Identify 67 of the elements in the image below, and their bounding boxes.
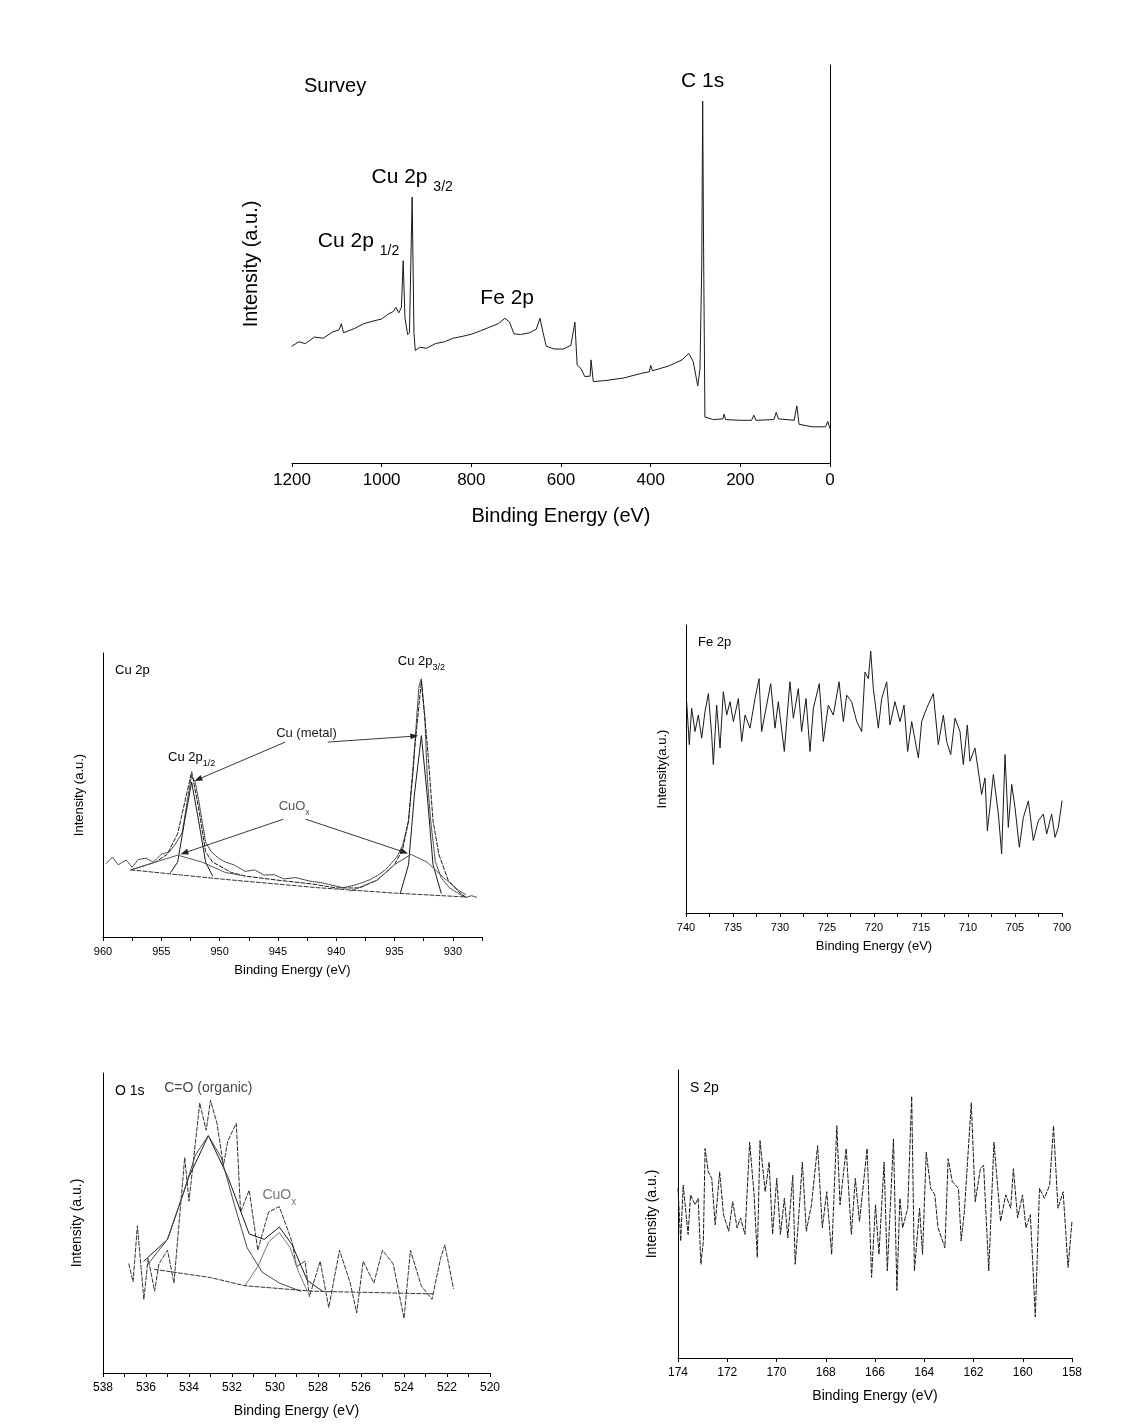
x-tick-label: 170 xyxy=(766,1365,787,1379)
y-axis-title: Intensity (a.u.) xyxy=(643,1169,659,1259)
annotation: Fe 2p xyxy=(480,285,535,309)
x-tick-label: 538 xyxy=(92,1380,114,1394)
x-tick-label: 700 xyxy=(1052,920,1072,933)
x-tick-label: 200 xyxy=(726,470,755,489)
x-tick-label: 536 xyxy=(135,1380,157,1394)
x-tick-label: 526 xyxy=(350,1380,372,1394)
x-tick-label: 730 xyxy=(770,920,790,933)
x-tick-label: 715 xyxy=(911,920,931,933)
chart-title: Cu 2p xyxy=(115,662,150,677)
x-tick-label: 950 xyxy=(210,944,229,957)
annotation: Cu 2p$_{1/2}$ xyxy=(168,749,216,769)
x-tick-label: 168 xyxy=(815,1365,837,1379)
x-tick-label: 740 xyxy=(676,920,696,933)
x-tick-label: 705 xyxy=(1005,920,1025,933)
y-axis-title: Intensity (a.u.) xyxy=(71,753,86,837)
x-tick-label: 600 xyxy=(546,470,576,489)
x-tick-label: 172 xyxy=(717,1365,738,1379)
x-tick-label: 524 xyxy=(393,1380,415,1394)
y-axis-title: Intensity (a.u.) xyxy=(68,1178,84,1268)
x-tick-label: 800 xyxy=(457,470,486,489)
chart-title: Fe 2p xyxy=(698,634,732,649)
x-tick-label: 930 xyxy=(443,944,463,957)
x-tick-label: 960 xyxy=(93,944,113,957)
x-tick-label: 1200 xyxy=(273,470,311,489)
x-tick-label: 528 xyxy=(307,1380,329,1394)
x-tick-label: 164 xyxy=(914,1365,935,1379)
x-tick-label: 400 xyxy=(636,470,665,489)
x-tick-label: 160 xyxy=(1012,1365,1034,1379)
x-tick-label: 532 xyxy=(221,1380,243,1394)
x-axis-title: Binding Energy (eV) xyxy=(234,962,351,977)
x-axis-title: Binding Energy (eV) xyxy=(815,938,933,953)
x-tick-label: 522 xyxy=(436,1380,458,1394)
chart-title: S 2p xyxy=(690,1079,720,1095)
x-tick-label: 166 xyxy=(864,1365,886,1379)
text: Cu (metal) xyxy=(276,725,337,741)
x-tick-label: 530 xyxy=(264,1380,286,1394)
annotation: Cu 2p $_{3/2}$ xyxy=(371,164,454,195)
annotation: Cu 2p$_{3/2}$ xyxy=(397,652,445,672)
x-tick-label: 162 xyxy=(963,1365,984,1379)
x-tick-label: 710 xyxy=(958,920,978,933)
text: CuO$_{x}$ xyxy=(262,1185,297,1207)
x-tick-label: 174 xyxy=(667,1365,689,1379)
x-tick-label: 940 xyxy=(327,944,346,957)
x-tick-label: 955 xyxy=(152,944,171,957)
x-tick-label: 1000 xyxy=(362,470,401,489)
annotation: Cu 2p $_{1/2}$ xyxy=(317,227,400,258)
x-axis-title: Binding Energy (eV) xyxy=(812,1387,938,1403)
chart-title: O 1s xyxy=(115,1082,145,1098)
text: CuO$_{x}$ xyxy=(278,798,311,818)
x-tick-label: 725 xyxy=(817,920,837,933)
x-tick-label: 720 xyxy=(864,920,884,933)
text: C=O (organic) xyxy=(164,1079,253,1096)
y-axis-title: Intensity(a.u.) xyxy=(654,729,669,809)
y-axis-title: Intensity (a.u.) xyxy=(239,200,261,328)
x-tick-label: 935 xyxy=(385,944,404,957)
x-axis-title: Binding Energy (eV) xyxy=(471,504,651,526)
x-tick-label: 945 xyxy=(268,944,288,957)
x-tick-label: 0 xyxy=(825,470,835,489)
x-tick-label: 534 xyxy=(178,1380,200,1394)
x-axis-title: Binding Energy (eV) xyxy=(233,1402,360,1418)
x-tick-label: 520 xyxy=(479,1380,501,1394)
annotation: C 1s xyxy=(681,68,725,92)
chart-title: Survey xyxy=(304,74,367,96)
x-tick-label: 158 xyxy=(1061,1365,1083,1379)
x-tick-label: 735 xyxy=(723,920,743,933)
